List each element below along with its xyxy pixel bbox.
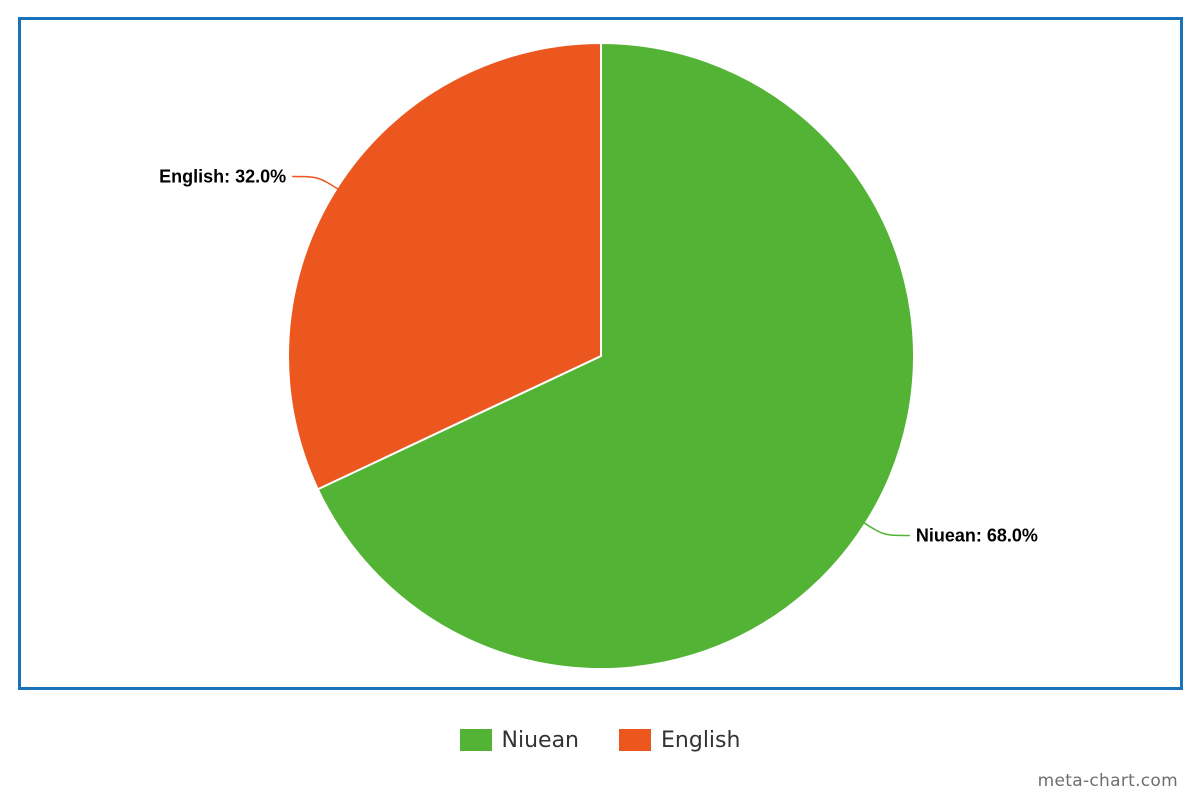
pie-chart: Niuean: 68.0% English: 32.0% <box>159 42 1038 670</box>
data-label-english: English: 32.0% <box>159 166 286 186</box>
legend-label-niuean: Niuean <box>501 727 580 753</box>
connector-english <box>292 175 341 192</box>
legend-item-english[interactable]: English <box>619 728 740 753</box>
legend-swatch-english <box>619 729 652 751</box>
legend-item-niuean[interactable]: Niuean <box>459 727 580 753</box>
connector-niuean <box>861 520 910 537</box>
watermark-link[interactable]: meta-chart.com <box>1037 771 1178 791</box>
legend-label-english: English <box>661 727 741 753</box>
legend: Niuean English <box>0 722 1200 758</box>
chart-frame: Niuean: 68.0% English: 32.0% <box>18 17 1183 690</box>
legend-swatch-niuean <box>459 729 492 751</box>
data-label-niuean: Niuean: 68.0% <box>916 526 1038 546</box>
